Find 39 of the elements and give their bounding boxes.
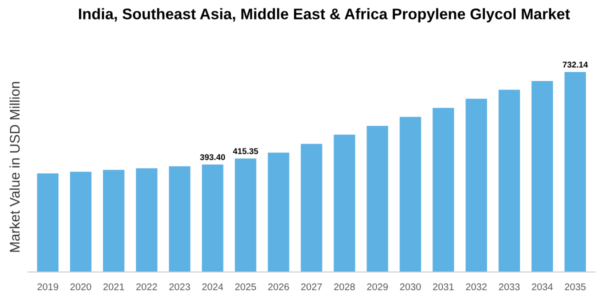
bar xyxy=(432,108,454,272)
x-tick-label: 2030 xyxy=(400,283,421,290)
x-tick-label: 2034 xyxy=(532,283,553,290)
chart-title: India, Southeast Asia, Middle East & Africa Propylene Glycol Market xyxy=(78,8,570,22)
bar xyxy=(70,172,92,272)
x-tick-label: 2026 xyxy=(268,283,289,290)
bar xyxy=(366,126,388,272)
bar xyxy=(400,116,422,272)
x-tick-label: 2021 xyxy=(103,283,124,290)
x-tick-label: 2022 xyxy=(136,283,157,290)
x-tick-label: 2032 xyxy=(466,283,487,290)
bar xyxy=(564,72,586,272)
data-label: 415.35 xyxy=(232,148,258,154)
data-label: 732.14 xyxy=(562,62,588,68)
bar xyxy=(498,90,520,272)
x-tick-label: 2023 xyxy=(169,283,190,290)
x-tick-label: 2031 xyxy=(433,283,454,290)
data-label: 393.40 xyxy=(200,154,226,160)
bar xyxy=(37,173,58,272)
bar xyxy=(102,170,124,272)
x-tick-label: 2027 xyxy=(301,283,322,290)
x-tick-label: 2020 xyxy=(70,283,92,290)
bar xyxy=(334,134,356,272)
bar xyxy=(234,158,256,272)
x-tick-label: 2025 xyxy=(235,283,256,290)
bar xyxy=(532,81,553,272)
bar xyxy=(202,164,224,272)
bar xyxy=(300,144,322,272)
x-tick-label: 2019 xyxy=(37,283,58,290)
x-tick-label: 2033 xyxy=(498,283,520,290)
bar xyxy=(136,168,158,272)
x-tick-label: 2028 xyxy=(334,283,355,290)
bar xyxy=(268,152,290,272)
bar xyxy=(168,166,190,272)
x-tick-label: 2035 xyxy=(564,283,586,290)
y-axis-title: Market Value in USD Million xyxy=(9,82,20,252)
x-tick-label: 2024 xyxy=(202,283,224,290)
bar xyxy=(466,98,488,272)
x-tick-label: 2029 xyxy=(367,283,388,290)
